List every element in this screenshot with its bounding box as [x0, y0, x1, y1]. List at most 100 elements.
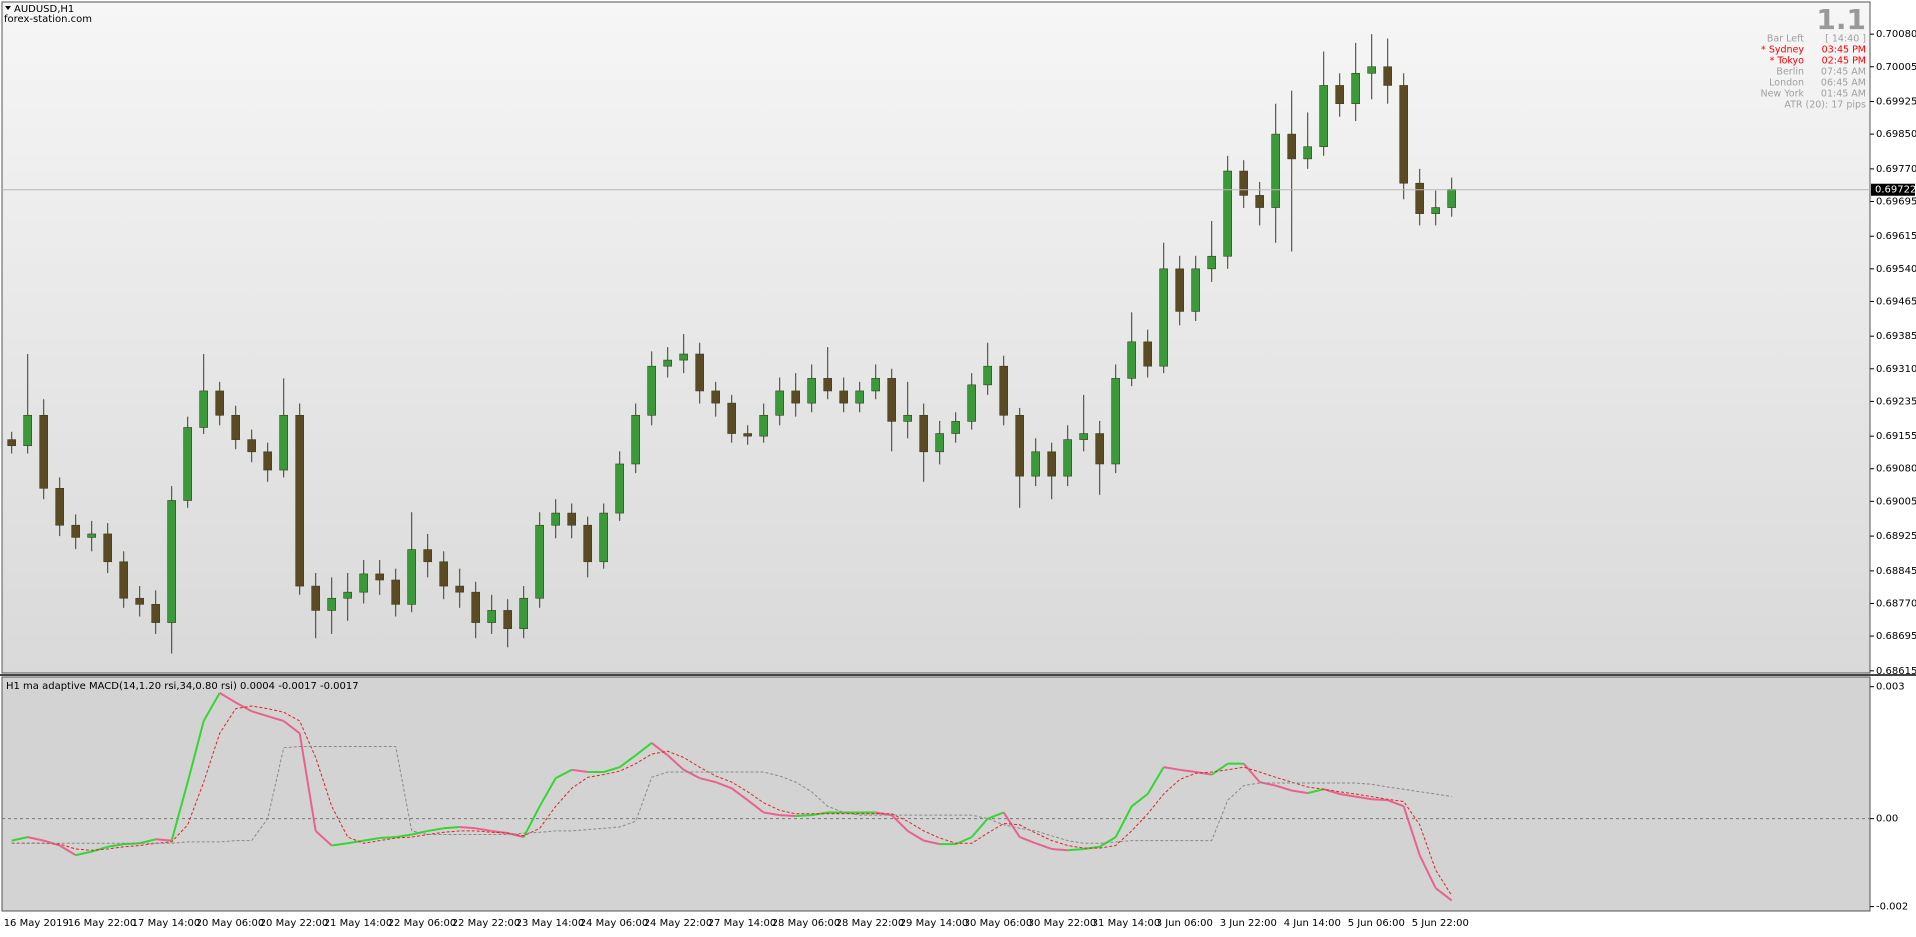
candle-body	[519, 597, 529, 629]
indicator-segment	[1002, 811, 1021, 838]
indicator-segment	[571, 768, 588, 773]
indicator-segment	[379, 836, 396, 839]
x-tick-label: 27 May 14:00	[708, 918, 777, 929]
indicator-segment	[1051, 847, 1068, 852]
x-tick-label: 30 May 06:00	[964, 918, 1033, 929]
x-tick-label: 24 May 22:00	[644, 918, 713, 929]
candle-body	[359, 573, 369, 593]
indicator-segment	[667, 754, 685, 771]
indicator-segment	[202, 692, 221, 722]
indicator-segment	[538, 777, 557, 807]
candle-body	[183, 427, 192, 501]
indicator-segment	[59, 844, 77, 856]
candle-body	[487, 610, 497, 623]
candle-body	[7, 439, 16, 447]
info-row-value: 03:45 PM	[1822, 45, 1866, 56]
info-row-value: [ 14:40 ]	[1825, 34, 1866, 45]
candle-body	[1047, 451, 1056, 477]
candle-body	[135, 597, 144, 605]
indicator-segment	[170, 781, 189, 841]
y-tick-label: 0.69465	[1876, 296, 1916, 307]
indicator-segment	[107, 843, 124, 848]
indicator-segment	[1114, 805, 1133, 838]
indicator-segment	[955, 836, 973, 846]
indicator-segment	[427, 827, 444, 832]
candle-body	[663, 359, 673, 367]
indicator-segment	[651, 742, 669, 757]
y-tick-label: 0.003	[1876, 682, 1905, 693]
indicator-segment	[1291, 789, 1308, 795]
indicator-segment	[1402, 806, 1421, 856]
candle-body	[1367, 66, 1376, 74]
indicator-segment	[1019, 836, 1037, 845]
indicator-segment	[763, 811, 780, 817]
y-tick-label: 0.69235	[1876, 396, 1916, 407]
candle-body	[903, 414, 913, 422]
candle-body	[887, 378, 897, 422]
indicator-segment	[219, 691, 237, 704]
candle-body	[1399, 85, 1408, 184]
candle-body	[1271, 133, 1280, 208]
candle-body	[695, 353, 705, 392]
current-price-box	[1871, 183, 1915, 196]
indicator-segment	[1435, 887, 1453, 902]
candle-body	[679, 353, 689, 361]
y-tick-label: 0.69770	[1876, 164, 1916, 175]
candle-body	[247, 439, 256, 453]
indicator-segment	[747, 799, 765, 814]
y-tick-label: 0.68845	[1876, 566, 1916, 577]
candle-body	[215, 390, 224, 416]
menu-arrow[interactable]	[5, 6, 11, 10]
indicator-segment	[363, 836, 380, 842]
candle-body	[471, 591, 481, 623]
candle-body	[151, 604, 160, 623]
candle-body	[87, 533, 96, 538]
indicator-segment	[890, 814, 909, 832]
candle-body	[391, 579, 401, 605]
y-tick-label: 0.68695	[1876, 631, 1916, 642]
x-tick-label: 28 May 22:00	[836, 918, 905, 929]
indicator-segment	[1339, 793, 1356, 798]
info-row-label: Bar Left	[1767, 34, 1804, 45]
info-row-label: * Sydney	[1761, 45, 1804, 56]
candle-body	[999, 365, 1009, 416]
candle-body	[1239, 170, 1248, 196]
x-tick-label: 20 May 22:00	[260, 918, 329, 929]
candle-body	[1383, 66, 1392, 86]
candle-body	[1351, 72, 1360, 104]
candle-body	[1335, 85, 1344, 104]
indicator-segment	[251, 710, 268, 718]
indicator-segment	[91, 845, 108, 853]
candle-body	[535, 524, 545, 599]
candle-body	[919, 414, 929, 453]
candle-body	[1111, 378, 1120, 465]
candle-body	[839, 390, 849, 404]
indicator-segment	[795, 814, 812, 817]
y-tick-label: 0.68925	[1876, 531, 1916, 542]
x-tick-label: 29 May 14:00	[900, 918, 969, 929]
x-tick-label: 16 May 22:00	[68, 918, 137, 929]
y-tick-label: 0.70005	[1876, 62, 1916, 73]
y-tick-label: 0.69925	[1876, 97, 1916, 108]
candle-body	[567, 512, 577, 526]
y-tick-label: 0.00	[1876, 814, 1898, 825]
indicator-segment	[1355, 795, 1372, 801]
indicator-segment	[1242, 762, 1261, 783]
x-tick-label: 22 May 22:00	[452, 918, 521, 929]
indicator-segment	[1211, 762, 1229, 776]
indicator-segment	[395, 833, 412, 839]
info-footer: ATR (20): 17 pips	[1784, 100, 1866, 111]
y-tick-label: 0.68770	[1876, 598, 1916, 609]
candle-body	[759, 414, 769, 437]
indicator-segment	[731, 787, 749, 801]
candle-body	[231, 414, 240, 440]
indicator-segment	[139, 838, 156, 845]
candle-body	[743, 433, 753, 437]
candle-body	[279, 414, 289, 471]
info-row-value: 06:45 AM	[1821, 78, 1866, 89]
candle-body	[1095, 433, 1104, 465]
candle-body	[455, 585, 465, 593]
indicator-segment	[267, 715, 284, 722]
indicator-line	[11, 705, 1453, 896]
